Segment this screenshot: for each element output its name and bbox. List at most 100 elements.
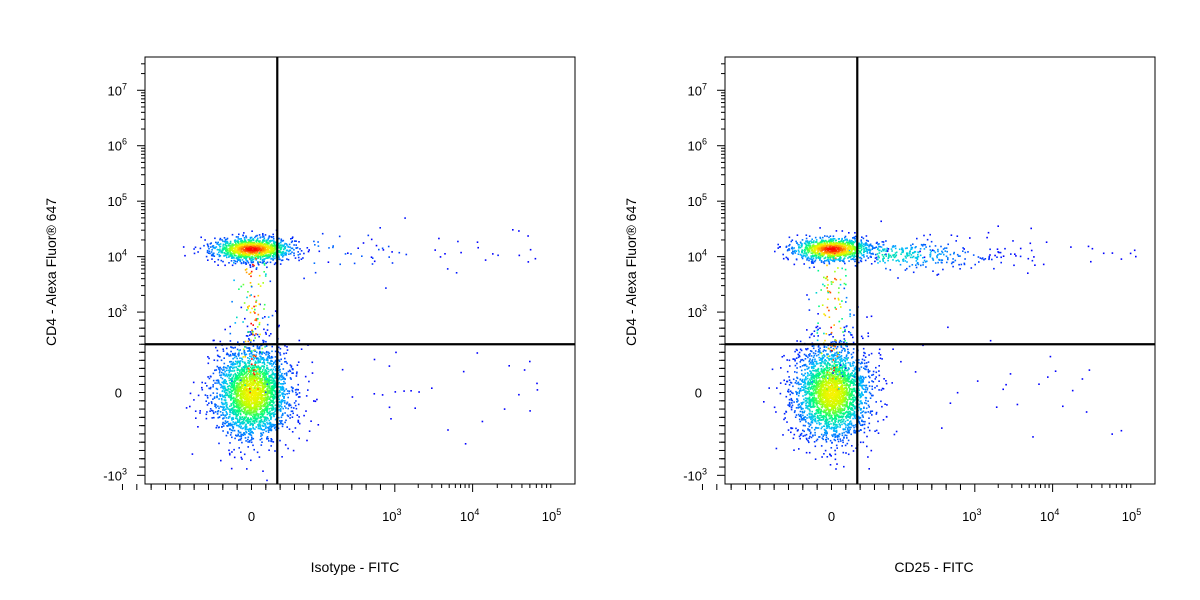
event-dot <box>255 254 258 256</box>
event-dot <box>245 405 247 408</box>
event-dot <box>299 248 301 250</box>
event-dot <box>252 238 254 240</box>
event-dot <box>265 239 267 242</box>
event-dot <box>281 389 283 391</box>
event-dot <box>283 396 285 398</box>
event-dot <box>225 411 227 413</box>
event-dot <box>263 251 266 253</box>
event-dot <box>266 392 268 394</box>
event-dot <box>249 381 252 384</box>
event-dot <box>274 245 277 248</box>
event-dot <box>268 449 270 451</box>
event-dot <box>278 324 280 327</box>
event-dot <box>848 404 851 407</box>
event-dot <box>298 241 300 243</box>
event-dot <box>212 247 214 249</box>
event-dot <box>270 363 273 365</box>
event-dot <box>297 420 299 423</box>
event-dot <box>285 249 288 252</box>
event-dot <box>244 398 247 400</box>
event-dot <box>281 392 283 394</box>
event-dot <box>245 424 247 426</box>
event-dot <box>263 410 266 413</box>
event-dot <box>293 252 295 254</box>
event-dot <box>236 357 238 360</box>
event-dot <box>238 233 240 236</box>
event-dot <box>233 353 236 355</box>
event-dot <box>278 401 281 404</box>
event-dot <box>253 373 256 376</box>
event-dot <box>233 456 236 459</box>
event-dot <box>208 247 210 250</box>
event-dot <box>199 247 202 250</box>
event-dot <box>292 372 294 374</box>
event-dot <box>269 241 271 243</box>
event-dot <box>241 396 243 399</box>
event-dot <box>280 416 283 419</box>
event-dot <box>261 243 264 245</box>
event-dot <box>243 412 245 414</box>
event-dot <box>259 379 262 382</box>
event-dot <box>250 418 252 421</box>
event-dot <box>254 362 256 364</box>
event-dot <box>308 249 310 251</box>
event-dot <box>284 421 286 424</box>
event-dot <box>281 425 284 428</box>
event-dot <box>266 479 268 482</box>
event-dot <box>254 246 257 248</box>
event-dot <box>248 382 251 385</box>
event-dot <box>244 394 247 397</box>
event-dot <box>798 351 801 354</box>
event-dot <box>233 388 236 390</box>
event-dot <box>228 377 230 379</box>
event-dot <box>262 422 265 425</box>
event-dot <box>786 421 788 423</box>
event-dot <box>184 254 186 257</box>
event-dot <box>252 410 254 412</box>
event-dot <box>263 382 265 385</box>
event-dot <box>269 252 272 255</box>
event-dot <box>775 411 777 413</box>
event-dot <box>267 316 270 318</box>
event-dot <box>224 254 227 257</box>
event-dot <box>260 355 262 358</box>
event-dot <box>261 259 264 262</box>
event-dot <box>341 368 344 371</box>
event-dot <box>225 391 228 394</box>
event-dot <box>258 373 260 376</box>
event-dot <box>266 436 269 438</box>
event-dot <box>247 385 250 387</box>
event-dot <box>201 381 203 384</box>
event-dot <box>280 241 282 244</box>
event-dot <box>241 250 243 253</box>
event-dot <box>297 256 300 259</box>
event-dot <box>241 377 243 379</box>
event-dot <box>257 365 259 367</box>
event-dot <box>218 255 221 258</box>
event-dot <box>253 378 255 380</box>
event-dot <box>263 375 265 377</box>
event-dot <box>257 261 259 263</box>
event-dot <box>234 402 237 405</box>
event-dot <box>238 439 240 441</box>
event-dot <box>263 328 265 331</box>
event-dot <box>229 253 231 256</box>
event-dot <box>270 359 272 362</box>
event-dot <box>238 405 240 407</box>
event-dot <box>231 257 233 259</box>
event-dot <box>244 384 246 386</box>
event-dot <box>239 259 242 261</box>
event-dot <box>224 370 226 373</box>
event-dot <box>235 236 238 238</box>
event-dot <box>260 432 262 435</box>
event-dot <box>227 373 230 376</box>
event-dot <box>244 317 246 320</box>
event-dot <box>242 390 245 392</box>
event-dot <box>281 372 283 375</box>
event-dot <box>280 363 283 365</box>
event-dot <box>235 405 238 407</box>
event-dot <box>236 421 239 423</box>
event-dot <box>237 377 240 380</box>
event-dot <box>252 432 254 434</box>
event-dot <box>249 294 251 297</box>
